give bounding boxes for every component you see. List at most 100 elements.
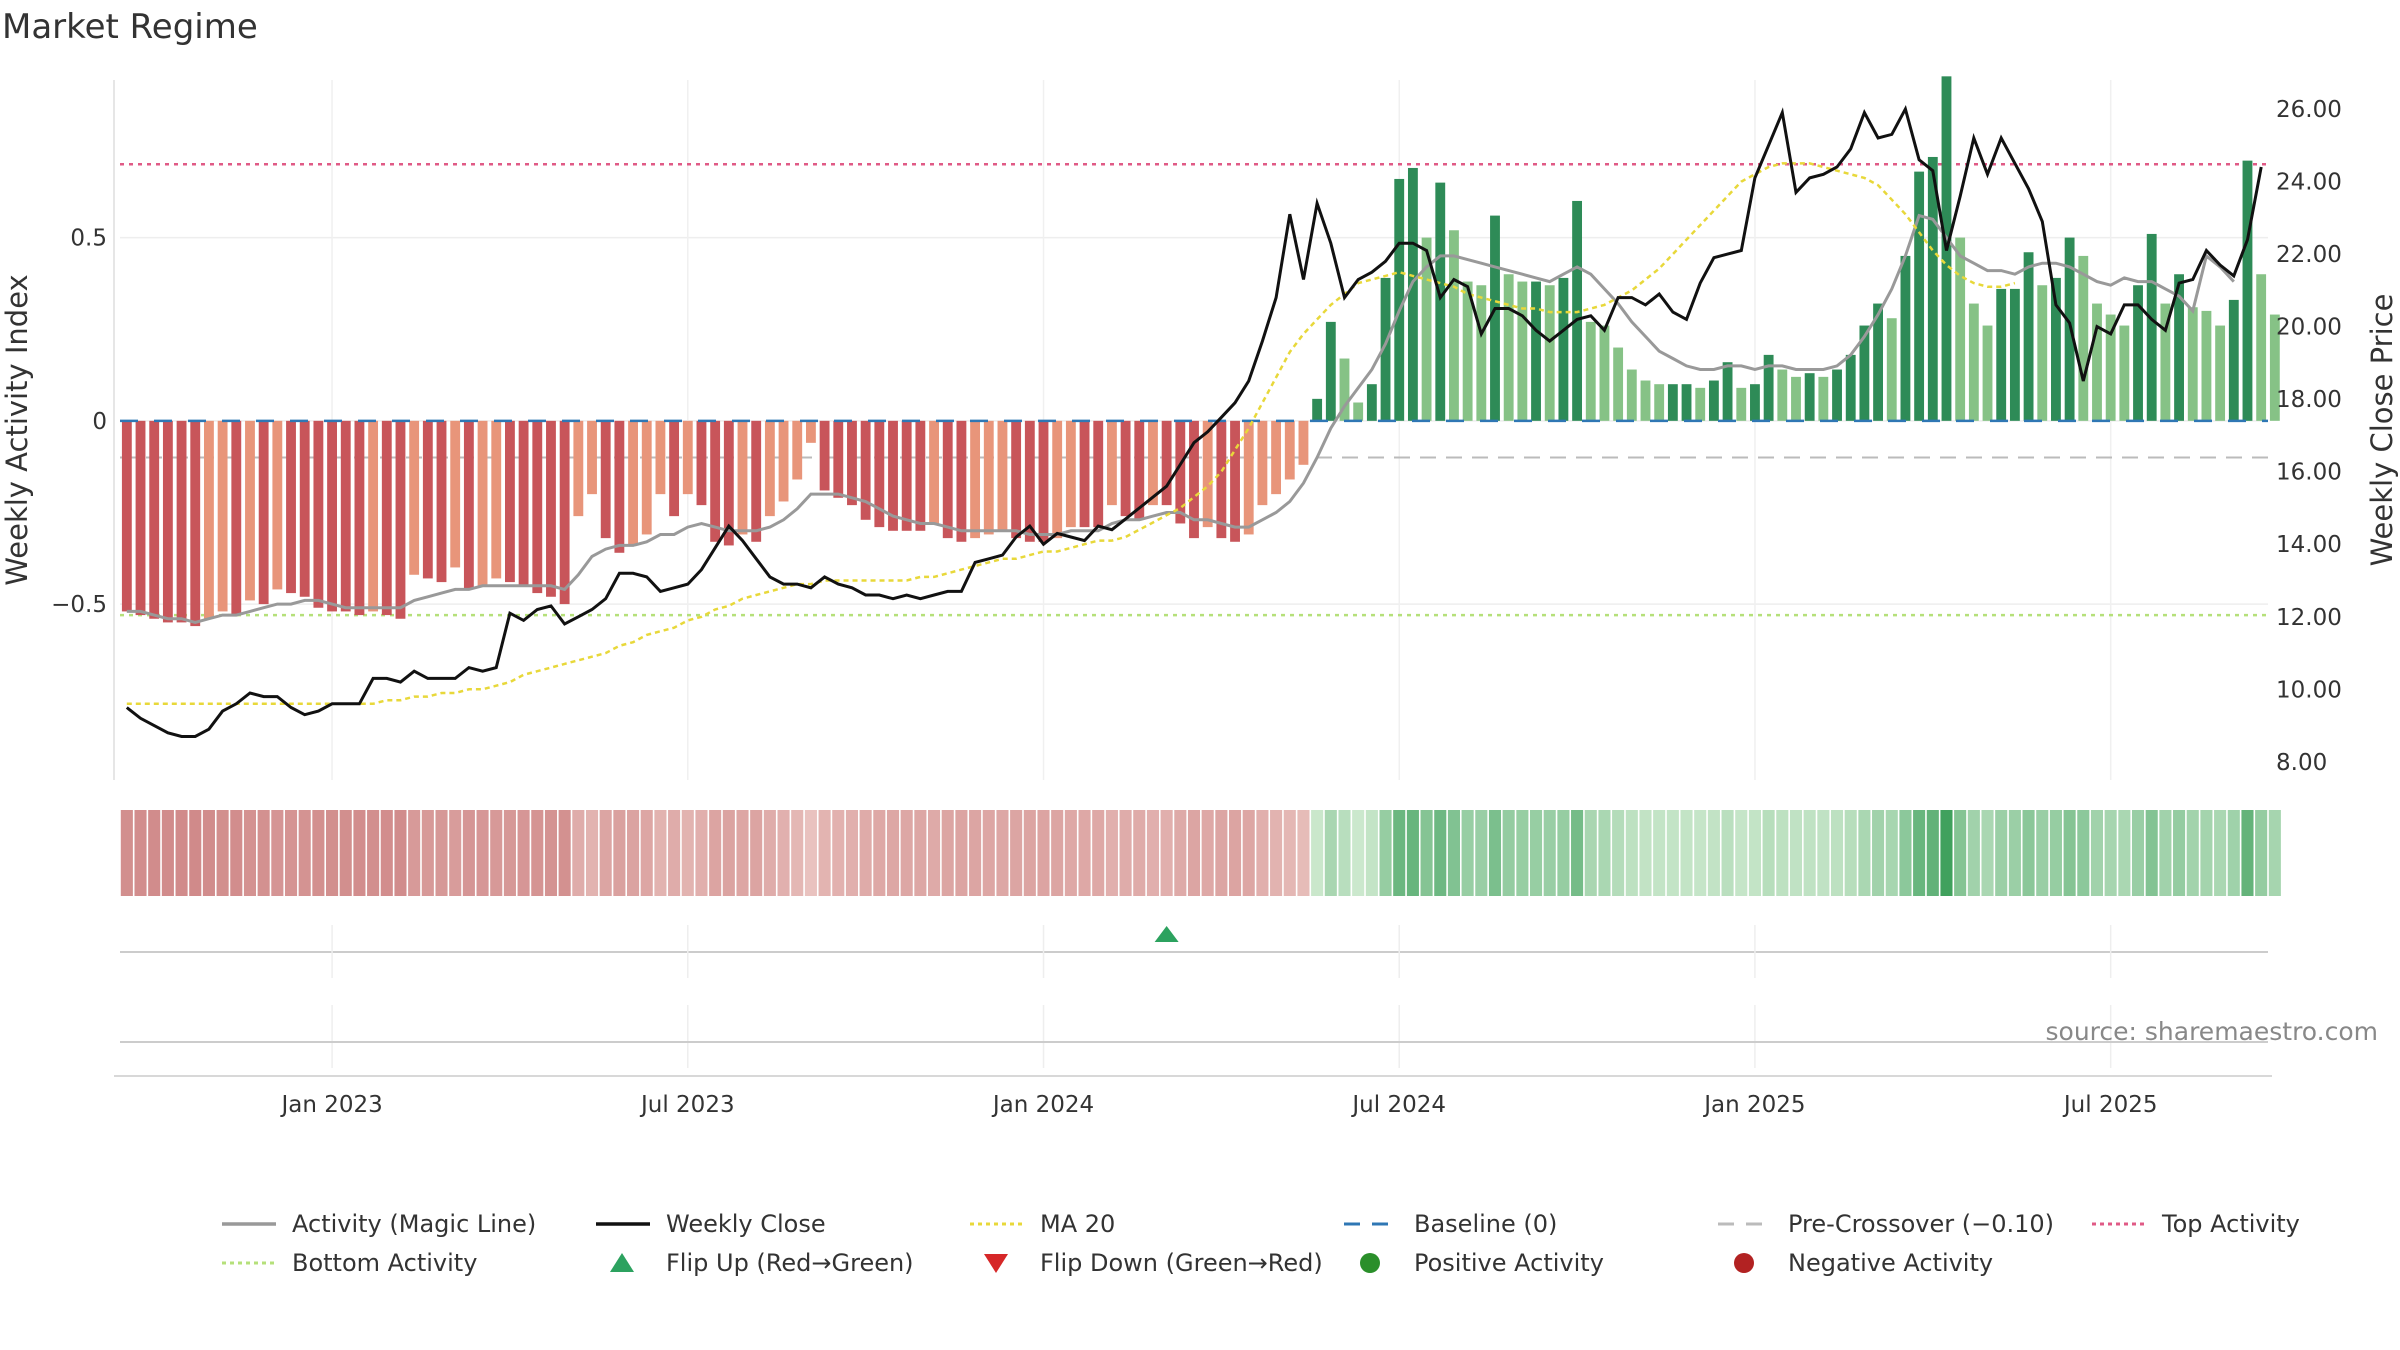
legend-item-0: Activity (Magic Line) xyxy=(222,1210,536,1238)
strip-cell-5 xyxy=(189,810,202,896)
strip-cell-133 xyxy=(1940,810,1953,896)
strip-cell-148 xyxy=(2145,810,2158,896)
activity-bar-149 xyxy=(2160,303,2171,421)
strip-cell-127 xyxy=(1858,810,1871,896)
strip-cell-121 xyxy=(1776,810,1789,896)
strip-cell-106 xyxy=(1571,810,1584,896)
activity-bar-82 xyxy=(1243,420,1254,535)
activity-bar-73 xyxy=(1120,420,1131,517)
activity-bar-96 xyxy=(1435,182,1446,421)
strip-cell-20 xyxy=(394,810,407,896)
legend-label: Pre-Crossover (−0.10) xyxy=(1788,1210,2054,1238)
strip-cell-62 xyxy=(969,810,982,896)
strip-cell-116 xyxy=(1707,810,1720,896)
weekly-close-line xyxy=(125,104,2263,738)
activity-bar-101 xyxy=(1503,274,1514,421)
activity-bar-18 xyxy=(368,420,379,612)
strip-cell-115 xyxy=(1694,810,1707,896)
activity-bar-126 xyxy=(1845,354,1856,421)
legend-label: Flip Up (Red→Green) xyxy=(666,1249,914,1277)
strip-cell-147 xyxy=(2131,810,2145,896)
right-tick-label-5: 16.00 xyxy=(2276,460,2342,486)
strip-cell-100 xyxy=(1488,810,1502,896)
legend-swatch xyxy=(984,1254,1008,1273)
strip-cell-128 xyxy=(1872,810,1885,896)
strip-cell-63 xyxy=(982,810,995,896)
activity-bar-145 xyxy=(2105,314,2116,421)
activity-bar-25 xyxy=(463,420,474,590)
legend-item-3: Baseline (0) xyxy=(1344,1210,1557,1238)
legend-swatch xyxy=(610,1253,634,1272)
strip-cell-60 xyxy=(941,810,954,896)
strip-cell-117 xyxy=(1721,810,1734,896)
strip-cell-102 xyxy=(1516,810,1529,896)
activity-bar-75 xyxy=(1148,420,1158,506)
activity-bar-56 xyxy=(888,420,898,531)
x-axis-ticks: Jan 2023 Jul 2023 Jan 2024 Jul 2024 Jan 2025… xyxy=(279,1092,2157,1118)
activity-bar-21 xyxy=(409,420,420,575)
legend-item-4: Pre-Crossover (−0.10) xyxy=(1718,1210,2054,1238)
strip-cell-126 xyxy=(1844,810,1857,896)
strip-cell-151 xyxy=(2186,810,2199,896)
strip-cell-77 xyxy=(1174,810,1187,896)
strip-cell-119 xyxy=(1748,810,1761,896)
strip-cell-130 xyxy=(1899,810,1912,896)
strip-cell-33 xyxy=(572,810,585,896)
legend-item-7: Flip Up (Red→Green) xyxy=(610,1249,914,1277)
activity-bar-53 xyxy=(847,420,857,506)
strip-cell-4 xyxy=(175,810,188,896)
strip-cell-22 xyxy=(421,810,434,896)
right-tick-label-4: 18.00 xyxy=(2276,387,2342,413)
activity-bar-123 xyxy=(1804,373,1815,421)
strip-cell-88 xyxy=(1324,810,1337,896)
activity-bar-120 xyxy=(1763,354,1774,421)
strip-cell-135 xyxy=(1967,810,1980,896)
strip-cell-26 xyxy=(476,810,489,896)
strip-cell-118 xyxy=(1735,810,1748,896)
strip-cell-14 xyxy=(312,810,325,896)
activity-bar-141 xyxy=(2051,277,2061,421)
activity-bar-5 xyxy=(190,420,201,627)
strip-cell-11 xyxy=(271,810,284,896)
activity-bar-138 xyxy=(2009,288,2020,421)
legend-swatch xyxy=(1734,1253,1754,1273)
activity-bar-135 xyxy=(1968,303,1979,421)
strip-cell-58 xyxy=(914,810,927,896)
activity-bar-79 xyxy=(1202,420,1213,528)
activity-bar-76 xyxy=(1161,420,1172,506)
activity-bar-66 xyxy=(1024,420,1035,542)
strip-cell-113 xyxy=(1666,810,1679,896)
strip-cell-129 xyxy=(1885,810,1898,896)
activity-bar-119 xyxy=(1750,384,1760,421)
strip-cell-114 xyxy=(1680,810,1693,896)
legend-label: Baseline (0) xyxy=(1414,1210,1557,1238)
strip-cell-149 xyxy=(2159,810,2172,896)
strip-cell-45 xyxy=(736,810,749,896)
strip-cell-32 xyxy=(558,810,571,896)
strip-cell-142 xyxy=(2063,810,2076,896)
activity-bar-61 xyxy=(956,420,967,542)
activity-bar-55 xyxy=(874,420,885,528)
activity-bar-150 xyxy=(2174,274,2184,421)
legend-item-9: Positive Activity xyxy=(1360,1249,1604,1277)
legend-item-2: MA 20 xyxy=(970,1210,1115,1238)
strip-cell-0 xyxy=(120,810,133,896)
activity-bar-151 xyxy=(2187,307,2198,421)
legend-label: Activity (Magic Line) xyxy=(292,1210,536,1238)
strip-cell-86 xyxy=(1297,810,1310,896)
strip-cell-157 xyxy=(2268,810,2281,896)
activity-bar-29 xyxy=(518,420,529,586)
strip-cell-12 xyxy=(284,810,298,896)
strip-cell-81 xyxy=(1229,810,1242,896)
activity-bar-42 xyxy=(696,420,707,506)
legend-label: Negative Activity xyxy=(1788,1249,1993,1277)
strip-cell-122 xyxy=(1789,810,1803,896)
strip-cell-144 xyxy=(2090,810,2104,896)
activity-bar-0 xyxy=(121,420,132,612)
activity-bar-8 xyxy=(231,420,242,616)
activity-bar-71 xyxy=(1093,420,1104,528)
left-tick-label-1: 0 xyxy=(92,409,107,435)
strip-cell-50 xyxy=(804,810,817,896)
strip-cell-111 xyxy=(1639,810,1652,896)
strip-cell-28 xyxy=(503,810,516,896)
